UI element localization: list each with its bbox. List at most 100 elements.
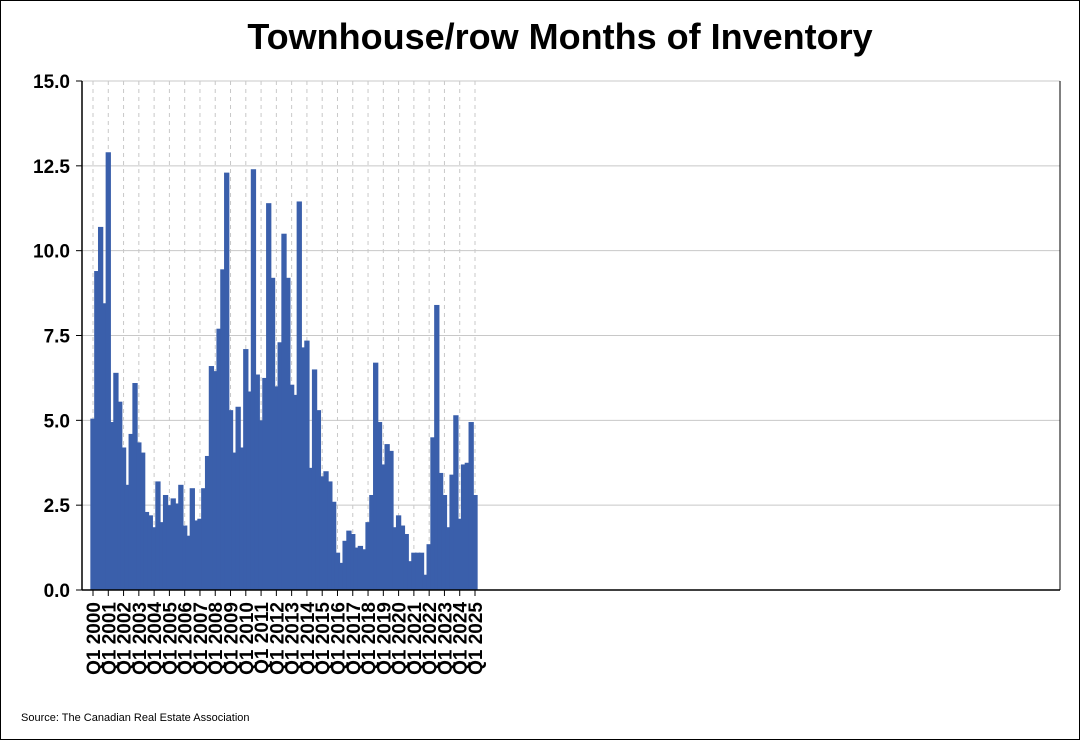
bar [346, 530, 352, 590]
bar [453, 415, 459, 590]
bar [468, 422, 474, 590]
bar [457, 518, 463, 590]
bar [331, 501, 337, 590]
bar [376, 422, 383, 590]
x-tick-label: Q1 2023 [435, 602, 456, 675]
axes [76, 80, 1061, 596]
bar [193, 520, 199, 590]
bar [472, 494, 478, 590]
bar [361, 549, 367, 590]
x-tick-label: Q1 2022 [420, 602, 441, 675]
bar [418, 552, 425, 590]
bar [155, 481, 161, 590]
x-tick-label: Q1 2018 [359, 602, 380, 675]
bar [151, 527, 157, 590]
bar [159, 522, 165, 590]
bar [147, 515, 153, 590]
x-tick-label: Q1 2007 [191, 602, 212, 675]
bar [392, 527, 398, 590]
bar [243, 349, 249, 590]
bar [201, 488, 207, 590]
bar [464, 462, 471, 590]
bar [128, 433, 134, 590]
bar [288, 384, 295, 590]
bar [97, 226, 104, 590]
bar [426, 544, 432, 590]
bar [338, 562, 344, 590]
bar [109, 422, 115, 590]
bar [277, 342, 283, 590]
bar [460, 464, 467, 590]
x-tick-label: Q1 2021 [405, 602, 426, 675]
bar [140, 452, 146, 590]
x-tick-label: Q1 2001 [99, 602, 120, 675]
bar [308, 467, 314, 590]
bar [227, 410, 234, 590]
bar [403, 534, 409, 590]
bar [174, 503, 180, 590]
bar [281, 233, 287, 590]
bar [254, 374, 260, 590]
bar [235, 406, 241, 590]
bar [422, 574, 428, 590]
bar [350, 534, 356, 590]
chart-title: Townhouse/row Months of Inventory [247, 16, 873, 57]
y-tick-label: 12.5 [33, 157, 70, 178]
bar [143, 511, 150, 590]
y-tick-label: 7.5 [44, 327, 71, 348]
bar [266, 203, 272, 590]
y-tick-label: 10.0 [33, 242, 70, 263]
x-tick-label: Q1 2008 [206, 602, 227, 675]
y-tick-label: 2.5 [44, 496, 71, 517]
bar [380, 464, 386, 590]
bar [94, 271, 100, 590]
bar [185, 535, 192, 590]
x-tick-label: Q1 2019 [374, 602, 395, 675]
bar [395, 515, 402, 590]
bar [311, 369, 318, 590]
bar [315, 410, 322, 590]
y-tick-label: 0.0 [44, 581, 70, 602]
bar [101, 303, 108, 590]
source-note: Source: The Canadian Real Estate Associa… [21, 712, 250, 724]
bar [437, 472, 444, 590]
x-tick-label: Q1 2014 [298, 602, 319, 675]
bar [216, 328, 222, 590]
bar [430, 437, 436, 590]
x-tick-label: Q1 2004 [145, 602, 166, 675]
bar [327, 481, 333, 590]
bar [258, 420, 264, 590]
bar [296, 201, 302, 590]
bar [113, 372, 119, 590]
bar [132, 383, 138, 590]
x-tick-label: Q1 2015 [313, 602, 334, 675]
x-tick-label: Q1 2024 [451, 602, 472, 675]
bar [300, 347, 306, 590]
x-tick-label: Q1 2013 [283, 602, 304, 675]
x-tick-label: Q1 2020 [390, 602, 411, 675]
bar [182, 525, 188, 590]
bar [434, 304, 440, 590]
bar [166, 505, 173, 590]
bar [224, 172, 230, 590]
bar [212, 371, 218, 590]
bar [170, 498, 176, 590]
bar [388, 450, 394, 590]
bar [269, 277, 276, 590]
bar [120, 447, 127, 590]
bar [369, 494, 375, 590]
bar [197, 518, 203, 590]
x-tick-label: Q1 2016 [328, 602, 349, 675]
x-tick-label: Q1 2017 [344, 602, 365, 675]
bar [189, 488, 195, 590]
bar [384, 444, 390, 590]
y-tick-label: 15.0 [33, 72, 70, 93]
bar [449, 474, 455, 590]
x-tick-label: Q1 2006 [176, 602, 197, 675]
bar [373, 362, 379, 590]
bar [273, 386, 280, 590]
bar [239, 447, 245, 590]
bar [441, 494, 448, 590]
x-tick-label: Q1 2002 [115, 602, 136, 675]
